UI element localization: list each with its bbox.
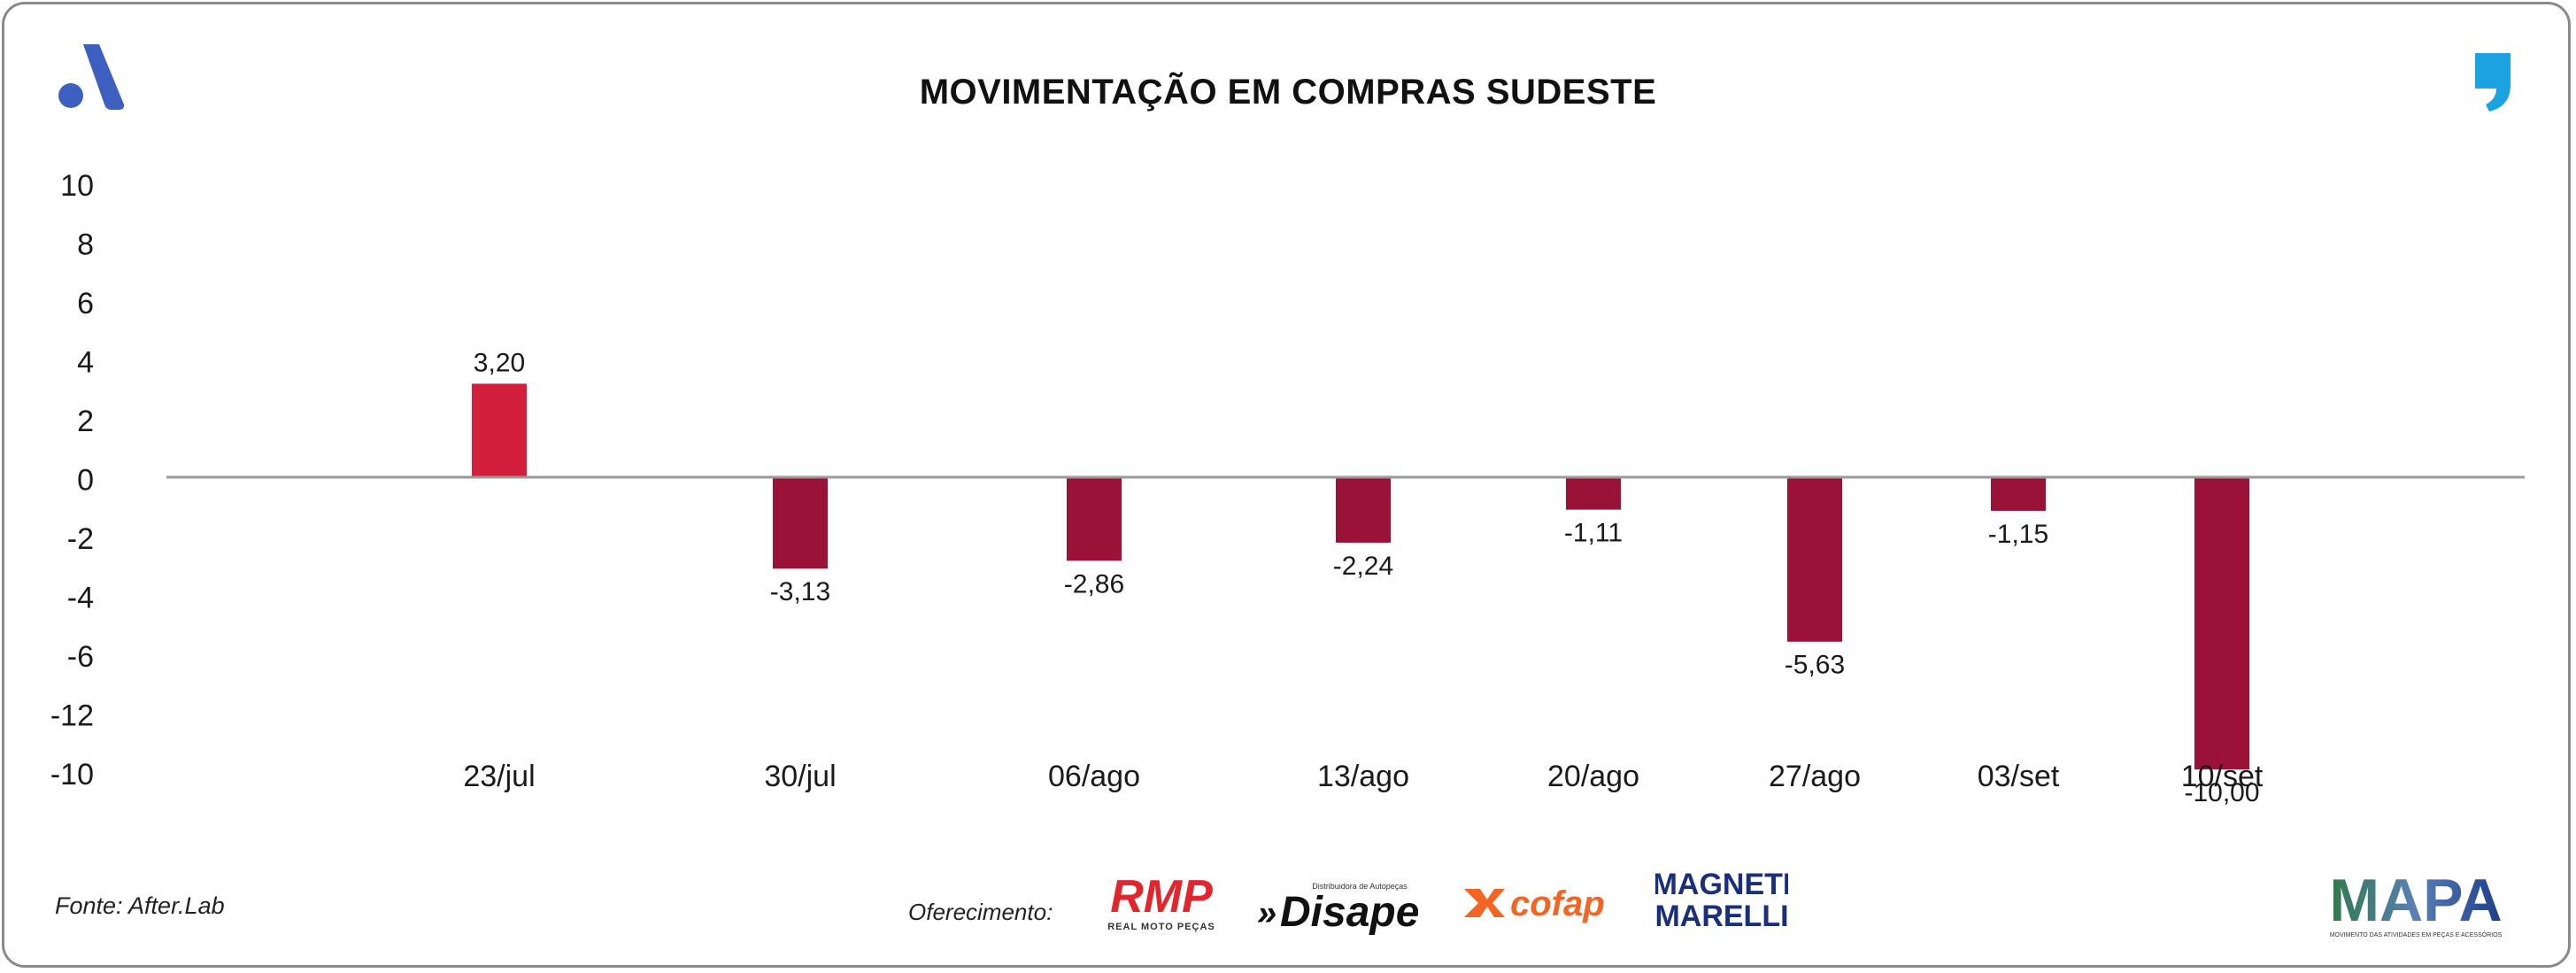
y-tick-label: -10 [50,758,94,792]
svg-text:cofap: cofap [1510,884,1605,923]
svg-text:REAL MOTO PEÇAS: REAL MOTO PEÇAS [1107,922,1215,932]
x-tick-label: 03/set [1978,760,2060,793]
bar-06-ago [1067,477,1122,561]
bar-13-ago [1336,477,1391,543]
x-tick-label: 13/ago [1317,760,1409,793]
y-tick-label: -6 [67,640,94,674]
svg-text:MAPA: MAPA [2329,869,2502,934]
data-labels: 3,20 -3,13 -2,86 -2,24 -1,11 -5,63 -1,15 -10,00 [474,348,2260,807]
x-tick-label: 06/ago [1048,760,1140,793]
svg-text:MOVIMENTO DAS ATIVIDADES EM PE: MOVIMENTO DAS ATIVIDADES EM PEÇAS E ACES… [2330,931,2503,938]
rmp-logo: RMP REAL MOTO PEÇAS [1107,873,1215,932]
svg-text:Distribuidora de Autopeças: Distribuidora de Autopeças [1312,882,1408,891]
data-label: -1,11 [1564,519,1623,548]
data-label: -2,86 [1064,569,1124,598]
y-tick-label: 0 [77,463,94,497]
y-tick-label: -12 [50,699,94,732]
bar-chart: 10 8 6 4 2 0 -2 -4 -6 -12 -10 3,20 -3,13 -2,86 -2,24 -… [50,169,2525,807]
svg-text:»: » [1257,893,1276,932]
y-tick-label: 10 [60,169,94,203]
bar-23-jul [472,383,527,477]
y-axis-ticks: 10 8 6 4 2 0 -2 -4 -6 -12 -10 [50,169,94,792]
bar-10-set [2194,477,2249,769]
x-tick-label: 30/jul [764,760,836,793]
bar-27-ago [1787,477,1842,642]
y-tick-label: 8 [77,228,94,261]
chart-title: MOVIMENTAÇÃO EM COMPRAS SUDESTE [919,73,1657,112]
x-axis-ticks: 23/jul 30/jul 06/ago 13/ago 20/ago 27/ago 03/s… [463,760,2264,793]
after-lab-logo-icon [58,44,125,110]
svg-text:Disape: Disape [1280,889,1419,935]
bar-20-ago [1566,477,1621,510]
svg-text:RMP: RMP [1110,873,1213,923]
y-tick-label: 4 [77,345,94,379]
sponsored-by-label: Oferecimento: [908,899,1053,925]
bars [472,383,2249,769]
data-label: -3,13 [770,577,830,606]
data-label: -10,00 [2184,778,2259,807]
cofap-logo: cofap [1464,884,1605,923]
magneti-marelli-logo: MAGNETI MARELLI [1655,868,1788,931]
x-tick-label: 23/jul [463,760,535,793]
data-label: -2,24 [1333,552,1393,581]
bar-03-set [1991,477,2046,511]
svg-text:MAGNETI: MAGNETI [1655,868,1788,901]
source-note: Fonte: After.Lab [55,892,225,919]
y-tick-label: -4 [67,581,94,614]
comma-quote-icon [2475,53,2510,112]
x-tick-label: 20/ago [1547,760,1639,793]
svg-text:MARELLI: MARELLI [1655,900,1788,931]
data-label: 3,20 [474,348,525,377]
bar-30-jul [773,477,828,569]
y-tick-label: 2 [77,405,94,438]
x-tick-label: 10/set [2181,760,2264,793]
disape-logo: Distribuidora de Autopeças » Disape [1257,882,1419,935]
mapa-logo: MAPA MOVIMENTO DAS ATIVIDADES EM PEÇAS E… [2329,869,2503,938]
y-tick-label: -2 [67,522,94,556]
data-label: -5,63 [1785,651,1845,680]
y-tick-label: 6 [77,287,94,320]
data-label: -1,15 [1988,520,2048,549]
x-tick-label: 27/ago [1769,760,1861,793]
